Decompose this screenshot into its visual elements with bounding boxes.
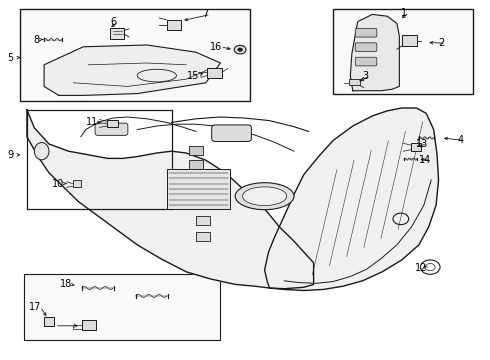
Text: 1: 1 <box>401 8 407 18</box>
FancyBboxPatch shape <box>355 43 377 51</box>
Bar <box>349 79 360 85</box>
Ellipse shape <box>243 187 287 206</box>
Bar <box>107 120 118 127</box>
Bar <box>189 160 203 169</box>
Bar <box>44 317 54 326</box>
Polygon shape <box>265 108 439 291</box>
Text: 9: 9 <box>8 150 14 160</box>
Bar <box>20 9 250 101</box>
Text: 6: 6 <box>111 17 117 27</box>
FancyBboxPatch shape <box>212 125 251 141</box>
Text: 14: 14 <box>419 155 431 165</box>
Text: 3: 3 <box>362 71 368 81</box>
Circle shape <box>234 45 246 54</box>
Text: 4: 4 <box>458 135 464 145</box>
Circle shape <box>238 48 243 51</box>
Polygon shape <box>350 14 399 91</box>
Text: 10: 10 <box>51 179 64 189</box>
Text: 15: 15 <box>187 71 200 81</box>
Bar <box>196 216 210 225</box>
Bar <box>411 143 421 151</box>
Bar <box>196 232 210 241</box>
Text: 8: 8 <box>34 35 40 45</box>
Text: 13: 13 <box>416 139 428 149</box>
Text: 11: 11 <box>86 117 98 127</box>
Text: 5: 5 <box>8 53 14 63</box>
Bar <box>402 35 416 46</box>
Ellipse shape <box>235 183 294 210</box>
Polygon shape <box>27 110 314 289</box>
Text: 2: 2 <box>438 38 444 48</box>
Bar <box>73 180 81 187</box>
Bar <box>82 320 96 330</box>
Bar <box>207 68 222 78</box>
Bar <box>167 169 230 209</box>
Ellipse shape <box>34 143 49 160</box>
FancyBboxPatch shape <box>95 123 128 135</box>
Text: 18: 18 <box>60 279 73 289</box>
FancyBboxPatch shape <box>355 57 377 66</box>
Text: 17: 17 <box>29 302 42 312</box>
FancyBboxPatch shape <box>355 28 377 37</box>
Bar <box>189 146 203 155</box>
Text: 7: 7 <box>203 9 209 19</box>
Polygon shape <box>44 45 220 95</box>
Text: 16: 16 <box>210 42 221 52</box>
Bar <box>110 28 124 39</box>
Bar <box>167 20 181 30</box>
Text: 12: 12 <box>415 263 428 273</box>
Bar <box>333 9 473 94</box>
Bar <box>24 274 220 340</box>
